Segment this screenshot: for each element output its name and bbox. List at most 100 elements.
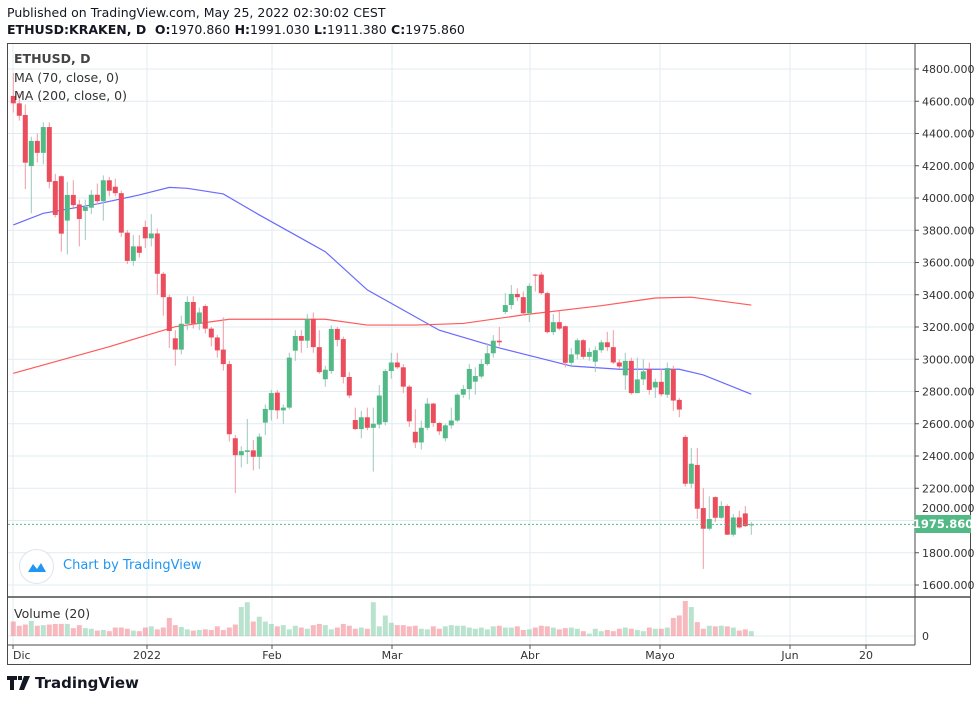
price-tick-label: 4400.000 bbox=[922, 128, 975, 141]
volume-bar bbox=[382, 615, 388, 636]
candle-up bbox=[358, 417, 364, 430]
volume-bar bbox=[94, 630, 100, 636]
volume-bar bbox=[556, 629, 562, 636]
candle-up bbox=[382, 371, 388, 423]
candle-up bbox=[64, 194, 70, 221]
candle-down bbox=[58, 176, 64, 234]
candle-up bbox=[376, 395, 382, 425]
volume-bar bbox=[634, 629, 640, 636]
candle-down bbox=[616, 362, 622, 367]
candle-down bbox=[274, 392, 280, 411]
candle-down bbox=[226, 364, 232, 435]
high-label: H: bbox=[234, 22, 251, 37]
tradingview-logo-icon bbox=[7, 676, 30, 690]
price-tick-label: 2800.000 bbox=[922, 386, 975, 399]
candle-up bbox=[502, 305, 508, 313]
open-value: 1970.860 bbox=[170, 22, 231, 37]
candle-down bbox=[202, 306, 208, 329]
candle-down bbox=[676, 399, 682, 410]
candle-down bbox=[610, 347, 616, 363]
volume-bar bbox=[574, 628, 580, 636]
legend-ma70[interactable]: MA (70, close, 0) bbox=[14, 70, 120, 85]
candle-up bbox=[418, 427, 424, 443]
volume-bar bbox=[34, 625, 40, 636]
volume-bar bbox=[52, 623, 58, 636]
time-tick-label: Jun bbox=[780, 649, 798, 662]
volume-bar bbox=[700, 628, 706, 636]
volume-bar bbox=[112, 627, 118, 636]
tradingview-brand[interactable]: TradingView bbox=[7, 674, 139, 692]
volume-bar bbox=[484, 629, 490, 636]
volume-bar bbox=[118, 627, 124, 636]
volume-bar bbox=[592, 628, 598, 636]
candle-up bbox=[244, 450, 250, 452]
candle-down bbox=[742, 513, 748, 527]
price-tick-label: 2200.000 bbox=[922, 482, 975, 495]
volume-bar bbox=[364, 628, 370, 636]
candle-up bbox=[424, 403, 430, 428]
candle-up bbox=[574, 340, 580, 355]
time-tick-label: Abr bbox=[520, 649, 540, 662]
candle-down bbox=[112, 186, 118, 194]
candle-up bbox=[256, 436, 262, 457]
time-tick-label: Dic bbox=[13, 649, 31, 662]
volume-bar bbox=[742, 629, 748, 636]
volume-bar bbox=[400, 625, 406, 636]
volume-bar bbox=[106, 631, 112, 636]
volume-bar bbox=[478, 627, 484, 636]
volume-bar bbox=[136, 631, 142, 636]
volume-bar bbox=[250, 621, 256, 636]
candle-up bbox=[622, 360, 628, 376]
volume-bar bbox=[268, 623, 274, 636]
volume-bar bbox=[232, 624, 238, 636]
candle-down bbox=[400, 367, 406, 387]
candle-up bbox=[472, 376, 478, 382]
tradingview-cloud-icon[interactable] bbox=[19, 549, 54, 584]
candle-down bbox=[10, 95, 16, 104]
candle-down bbox=[52, 181, 58, 215]
candle-up bbox=[286, 357, 292, 408]
volume-bar bbox=[130, 630, 136, 636]
candle-up bbox=[598, 342, 604, 351]
volume-bar bbox=[70, 628, 76, 636]
price-tick-label: 2600.000 bbox=[922, 418, 975, 431]
open-label: O: bbox=[154, 22, 171, 37]
candle-down bbox=[436, 422, 442, 432]
candle-down bbox=[670, 369, 676, 401]
candle-down bbox=[406, 386, 412, 422]
legend-ma200[interactable]: MA (200, close, 0) bbox=[14, 88, 127, 103]
candle-down bbox=[496, 340, 502, 343]
candle-up bbox=[550, 322, 556, 333]
chart-by-tradingview-link[interactable]: Chart by TradingView bbox=[63, 558, 202, 573]
legend-symbol: ETHUSD, D bbox=[14, 51, 91, 66]
volume-bar bbox=[274, 626, 280, 636]
volume-bar bbox=[520, 629, 526, 636]
volume-bar bbox=[418, 628, 424, 636]
volume-bar bbox=[718, 625, 724, 636]
volume-bar bbox=[472, 628, 478, 636]
volume-bar bbox=[610, 631, 616, 636]
volume-bar bbox=[334, 627, 340, 636]
volume-bar bbox=[706, 625, 712, 636]
volume-bar bbox=[622, 627, 628, 636]
candle-down bbox=[220, 349, 226, 365]
volume-bar bbox=[184, 629, 190, 636]
candle-up bbox=[184, 302, 190, 324]
candle-down bbox=[124, 232, 130, 261]
volume-bar bbox=[682, 601, 688, 636]
volume-bar bbox=[220, 629, 226, 636]
candle-down bbox=[166, 297, 172, 332]
volume-bar bbox=[448, 625, 454, 636]
candle-down bbox=[430, 403, 436, 423]
candle-up bbox=[748, 524, 754, 526]
legend-volume[interactable]: Volume (20) bbox=[14, 606, 91, 621]
volume-bar bbox=[394, 625, 400, 636]
volume-bar bbox=[604, 629, 610, 636]
candle-down bbox=[34, 140, 40, 153]
volume-bar bbox=[508, 627, 514, 636]
candle-up bbox=[178, 323, 184, 350]
volume-bar bbox=[124, 628, 130, 636]
volume-bar bbox=[730, 627, 736, 636]
candle-down bbox=[160, 273, 166, 298]
